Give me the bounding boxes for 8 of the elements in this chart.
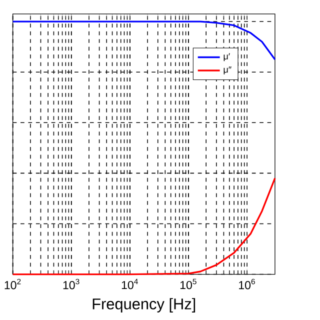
x-tick-label: 10$^{2}$ — [4, 278, 21, 290]
x-tick-label: 10$^{4}$ — [122, 278, 138, 290]
x-axis-title: Frequency [Hz] — [92, 298, 196, 312]
x-tick-label: 10$^{6}$ — [239, 278, 255, 290]
legend-label: μ″ — [224, 66, 232, 74]
x-tick-label: 10$^{5}$ — [180, 278, 196, 290]
x-tick-label: 10$^{3}$ — [63, 278, 80, 290]
legend-label: μ′ — [224, 53, 230, 62]
